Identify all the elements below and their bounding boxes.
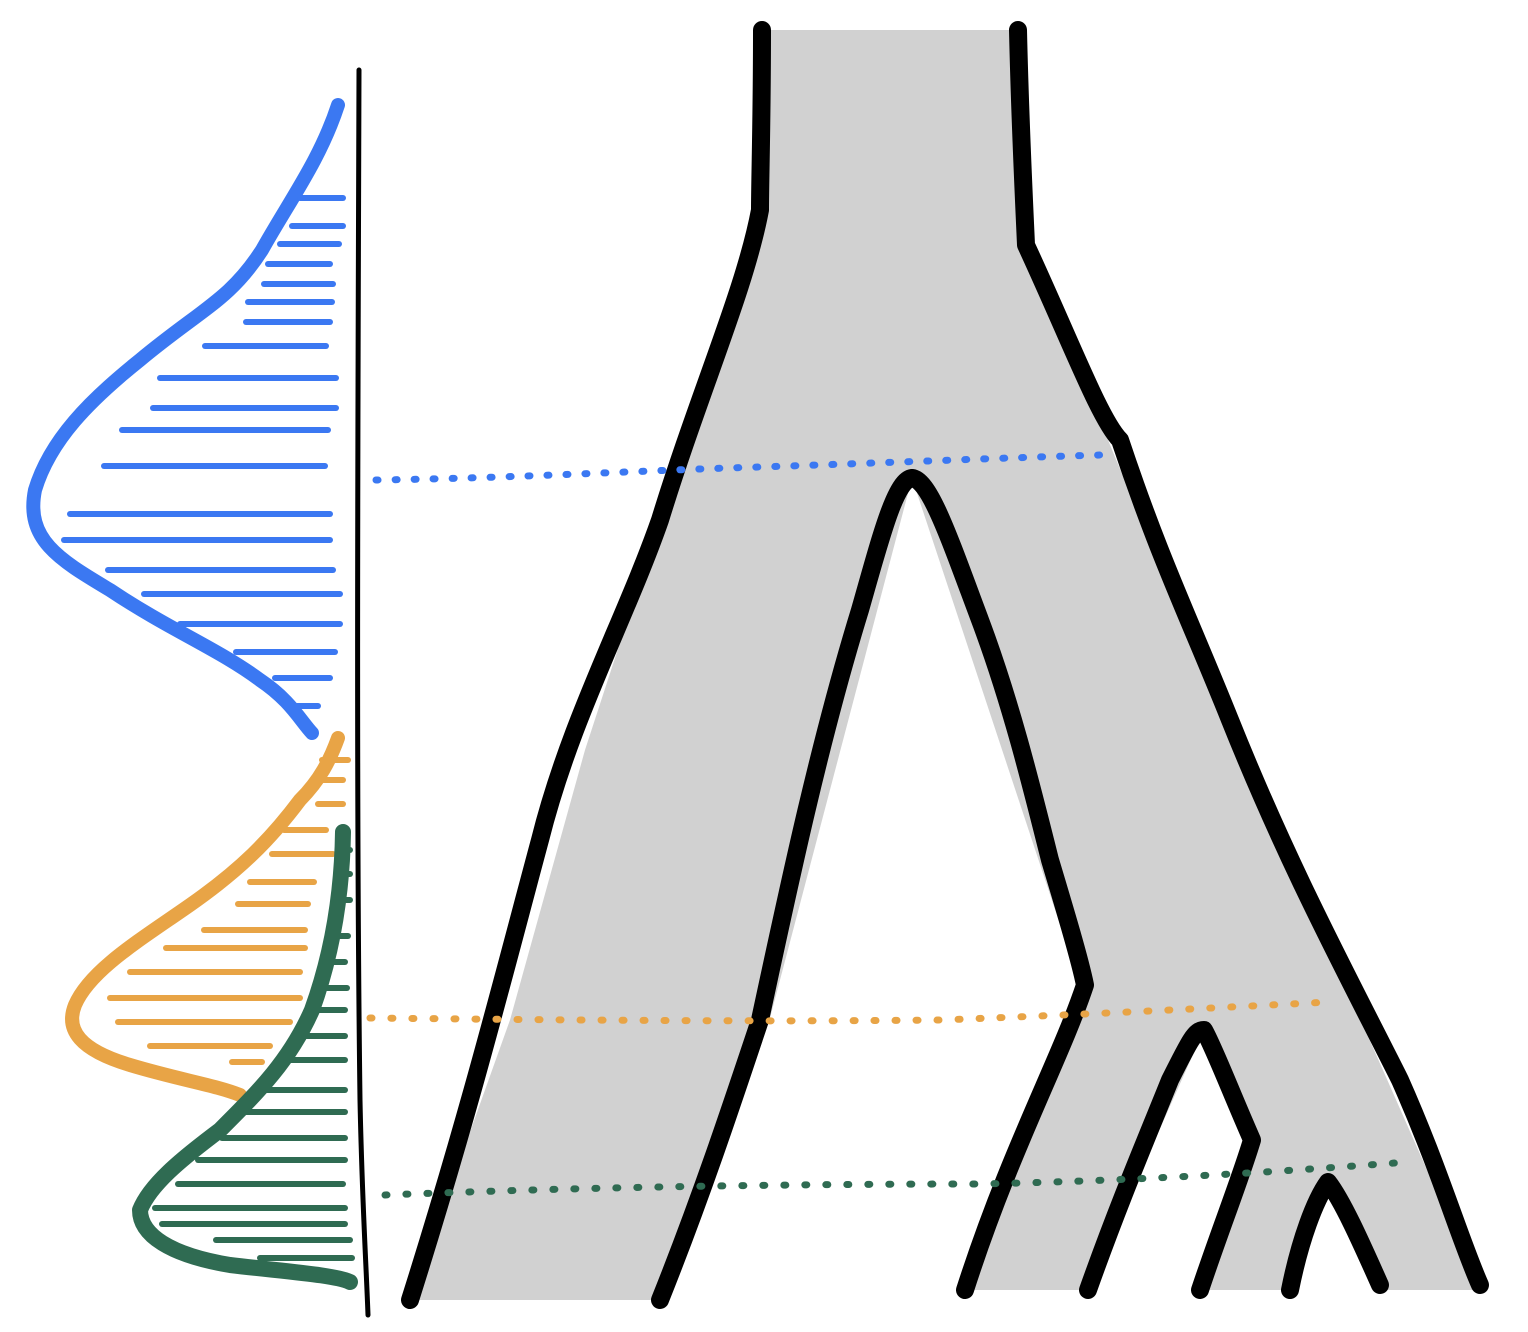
tip-split-distribution-curve (132, 824, 358, 1290)
tree-outline-inner-split-3 (1281, 1173, 1389, 1299)
tip-split-connector (381, 1159, 1399, 1199)
species-tree (401, 21, 1489, 1309)
tree-outline-inner-split-2 (1079, 1021, 1261, 1299)
connector-lines (366, 451, 1399, 1199)
root-split-distribution-curve (26, 98, 345, 740)
middle-split-connector (366, 998, 1334, 1025)
tree-outline-left (401, 21, 771, 1309)
tree-outline-right (1009, 21, 1489, 1294)
middle-split-distribution-curve (65, 731, 345, 1102)
middle-split-distribution (65, 731, 351, 1102)
root-split-distribution-hatching (61, 195, 346, 709)
root-split-connector (372, 451, 1104, 484)
tip-split-distribution (132, 824, 358, 1290)
tree-outline-inner-split-1 (651, 469, 1094, 1309)
root-split-distribution (26, 98, 346, 740)
tip-split-distribution-hatching (152, 847, 355, 1261)
time-axis-line (355, 67, 371, 1318)
middle-split-distribution-hatching (107, 757, 351, 1065)
species-tree-fill (410, 30, 1480, 1300)
